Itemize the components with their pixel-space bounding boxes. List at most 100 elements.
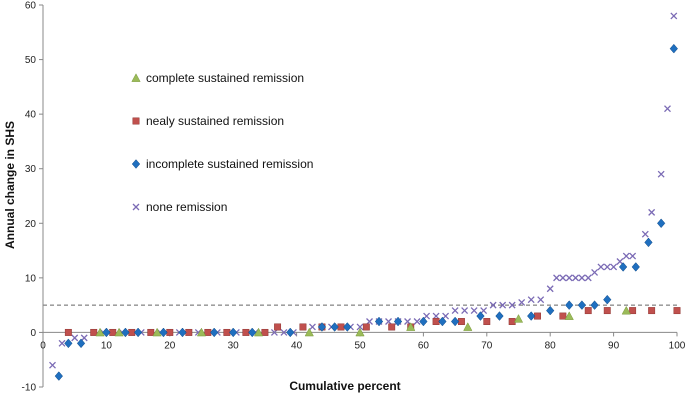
- x-data-point: [461, 307, 469, 315]
- square-data-point: [584, 307, 592, 315]
- x-data-point: [553, 274, 560, 282]
- x-data-point: [603, 263, 611, 271]
- diamond-data-point: [178, 327, 187, 338]
- diamond-data-point: [631, 262, 640, 272]
- legend-square-marker: [132, 117, 140, 125]
- legend-label: incomplete sustained remission: [146, 157, 313, 171]
- legend-diamond-marker: [131, 159, 141, 169]
- square-data-point: [147, 328, 155, 336]
- diamond-data-point: [210, 327, 219, 338]
- x-axis-title: Cumulative percent: [289, 379, 400, 393]
- diamond-data-point: [476, 311, 485, 321]
- x-data-point: [648, 208, 656, 216]
- square-data-point: [629, 307, 637, 315]
- y-tick-label: 10: [25, 273, 37, 284]
- x-tick-label: 0: [40, 340, 46, 351]
- x-data-point: [80, 334, 88, 342]
- x-data-point: [413, 318, 421, 325]
- diamond-data-point: [546, 305, 555, 316]
- x-data-point: [610, 263, 618, 271]
- x-data-point: [670, 12, 678, 20]
- triangle-data-point: [355, 327, 365, 337]
- diamond-data-point: [54, 371, 63, 381]
- square-data-point: [559, 312, 567, 320]
- diamond-data-point: [603, 294, 612, 305]
- diamond-data-point: [133, 327, 143, 338]
- x-data-point: [270, 328, 278, 336]
- x-data-point: [508, 301, 516, 309]
- triangle-data-point: [304, 327, 314, 337]
- x-data-point: [49, 361, 56, 369]
- legend: complete sustained remission nealy sustai…: [131, 71, 313, 214]
- square-data-point: [508, 318, 516, 325]
- square-data-point: [274, 323, 282, 331]
- square-data-point: [261, 328, 269, 336]
- triangle-data-point: [152, 327, 162, 337]
- y-axis-title: Annual change in SHS: [3, 121, 17, 249]
- diamond-data-point: [644, 237, 653, 248]
- triangle-data-point: [463, 322, 473, 331]
- diamond-data-point: [248, 327, 257, 338]
- x-data-point: [629, 252, 637, 260]
- x-data-point: [480, 307, 488, 315]
- diamond-data-point: [64, 338, 73, 349]
- x-data-point: [597, 263, 605, 271]
- diamond-data-point: [419, 316, 428, 327]
- diamond-data-point: [286, 327, 295, 338]
- square-data-point: [603, 307, 611, 315]
- diamond-data-point: [565, 300, 574, 310]
- x-data-point: [366, 318, 373, 325]
- x-data-point: [572, 274, 580, 282]
- diamond-data-point: [527, 311, 536, 321]
- x-data-point: [657, 170, 665, 178]
- x-data-point: [385, 318, 392, 325]
- diamond-data-point: [577, 300, 587, 310]
- data-points: [49, 12, 681, 381]
- diamond-data-point: [317, 322, 327, 332]
- diamond-data-point: [374, 316, 384, 327]
- x-tick-label: 100: [669, 340, 685, 351]
- x-tick-label: 80: [545, 340, 557, 351]
- x-data-point: [518, 298, 526, 306]
- diamond-data-point: [159, 327, 168, 338]
- x-tick-label: 70: [481, 340, 493, 351]
- diamond-data-point: [229, 327, 238, 338]
- triangle-data-point: [114, 327, 124, 337]
- triangle-data-point: [196, 327, 207, 337]
- y-tick-label: 40: [25, 110, 37, 121]
- square-data-point: [673, 307, 681, 315]
- x-data-point: [404, 318, 412, 325]
- x-data-point: [280, 328, 288, 336]
- x-tick-label: 60: [418, 340, 430, 351]
- x-data-point: [423, 312, 431, 320]
- diamond-data-point: [330, 322, 339, 332]
- x-data-point: [489, 301, 497, 309]
- diamond-data-point: [438, 316, 447, 327]
- x-data-point: [499, 301, 507, 309]
- square-data-point: [362, 323, 370, 331]
- x-data-point: [565, 274, 573, 282]
- x-tick-label: 20: [164, 340, 176, 351]
- x-data-point: [432, 312, 440, 320]
- y-tick-label: 0: [30, 328, 36, 339]
- diamond-data-point: [590, 300, 599, 310]
- square-data-point: [483, 318, 491, 325]
- square-data-point: [90, 328, 98, 336]
- triangle-data-point: [253, 327, 264, 337]
- x-data-point: [308, 323, 316, 331]
- diamond-data-point: [393, 316, 403, 327]
- x-data-point: [584, 274, 592, 282]
- legend-label: none remission: [146, 200, 227, 214]
- x-data-point: [451, 307, 459, 315]
- x-data-point: [527, 296, 535, 304]
- diamond-data-point: [102, 327, 111, 338]
- diamond-data-point: [657, 218, 666, 229]
- y-tick-label: 30: [25, 164, 37, 175]
- x-data-point: [470, 307, 478, 315]
- diamond-data-point: [343, 322, 352, 332]
- legend-label: nealy sustained remission: [146, 114, 284, 128]
- x-data-point: [664, 105, 671, 113]
- diamond-data-point: [669, 43, 678, 54]
- x-tick-label: 90: [608, 340, 620, 351]
